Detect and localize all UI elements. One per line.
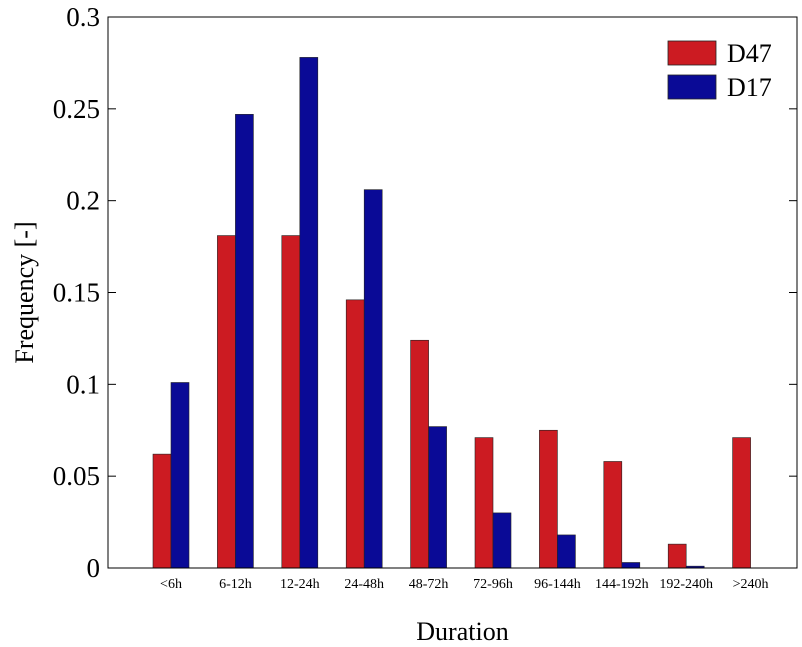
x-tick-label: 12-24h xyxy=(280,577,320,592)
x-tick-label: 24-48h xyxy=(344,577,384,592)
bar-d17 xyxy=(557,534,576,569)
legend-swatch-d47 xyxy=(667,40,717,66)
x-axis-label: Duration xyxy=(416,617,508,646)
y-axis-label: Frequency [-] xyxy=(10,221,39,363)
x-tick-label: <6h xyxy=(160,577,182,592)
bars-group xyxy=(152,57,751,569)
bar-d47 xyxy=(410,339,429,569)
bar-d47 xyxy=(603,461,623,569)
x-tick-label: 6-12h xyxy=(219,577,252,592)
y-tick-label: 0.25 xyxy=(53,94,100,124)
bar-d17 xyxy=(621,562,641,569)
bar-d47 xyxy=(281,235,301,569)
y-axis-ticks: 0 0.05 0.1 0.15 0.2 0.25 0.3 xyxy=(53,2,797,583)
y-tick-label: 0.2 xyxy=(66,186,100,216)
bar-d47 xyxy=(474,437,494,569)
x-tick-label: 96-144h xyxy=(534,577,581,592)
bar-d17 xyxy=(299,57,319,569)
x-axis-ticks: <6h 6-12h 12-24h 24-48h 48-72h 72-96h 96-144h 1… xyxy=(160,577,769,592)
bar-d17 xyxy=(492,512,512,569)
y-tick-label: 0.05 xyxy=(53,461,100,491)
y-tick-label: 0.15 xyxy=(53,278,100,308)
bar-d47 xyxy=(667,543,687,569)
x-tick-label: >240h xyxy=(733,577,769,592)
bar-d47 xyxy=(345,299,365,569)
y-tick-label: 0 xyxy=(87,553,101,583)
bar-d17 xyxy=(170,382,190,569)
x-tick-label: 192-240h xyxy=(659,577,713,592)
bar-d47 xyxy=(152,453,172,569)
y-tick-label: 0.3 xyxy=(66,2,100,32)
x-tick-label: 72-96h xyxy=(473,577,513,592)
bar-d47 xyxy=(539,429,558,569)
bar-d47 xyxy=(732,437,751,569)
legend-swatch-d17 xyxy=(667,74,717,100)
x-tick-label: 48-72h xyxy=(409,577,449,592)
y-tick-label: 0.1 xyxy=(66,369,100,399)
bar-d47 xyxy=(217,235,236,569)
x-tick-label: 144-192h xyxy=(595,577,649,592)
plot-frame xyxy=(107,16,798,569)
legend-label-d47: D47 xyxy=(727,39,772,68)
bar-d17 xyxy=(363,189,383,569)
bar-d17 xyxy=(235,114,254,569)
legend-label-d17: D17 xyxy=(727,73,772,102)
bar-d17 xyxy=(428,426,447,569)
